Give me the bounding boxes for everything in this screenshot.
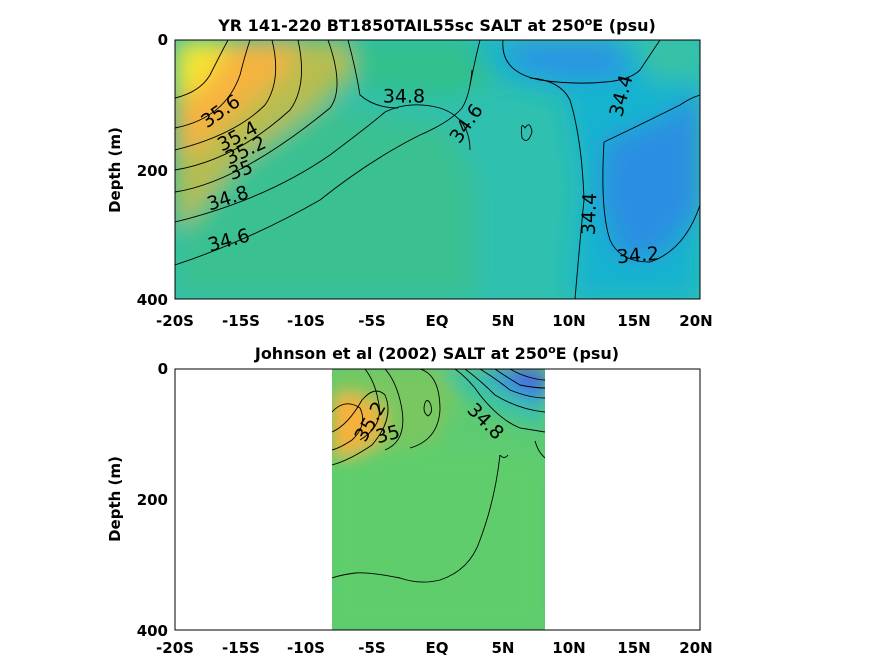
y-tick-labels: 0 200 400 xyxy=(137,31,168,309)
chart-title: YR 141-220 BT1850TAIL55sc SALT at 250oE … xyxy=(217,15,656,36)
x-tick-label: 5N xyxy=(492,639,515,656)
salinity-field xyxy=(332,369,545,630)
chart-title: Johnson et al (2002) SALT at 250oE (psu) xyxy=(254,343,619,364)
contour-lines xyxy=(175,40,700,299)
x-tick-label: -5S xyxy=(358,312,385,330)
x-tick-label: EQ xyxy=(426,639,449,656)
x-tick-label: -5S xyxy=(358,639,385,656)
salinity-field xyxy=(175,40,700,299)
y-tick-label: 400 xyxy=(137,291,168,309)
x-tick-label: 15N xyxy=(617,312,650,330)
x-tick-label: 15N xyxy=(617,639,650,656)
contour-label: 34.2 xyxy=(616,243,660,269)
y-axis-label: Depth (m) xyxy=(106,127,124,213)
x-tick-label: -20S xyxy=(156,639,194,656)
y-tick-label: 400 xyxy=(137,622,168,640)
x-tick-label: -20S xyxy=(156,312,194,330)
x-tick-label: 20N xyxy=(679,639,712,656)
contour-lines xyxy=(332,369,545,583)
y-tick-labels: 0 200 400 xyxy=(137,360,168,640)
y-tick-label: 200 xyxy=(137,491,168,509)
x-tick-label: 10N xyxy=(552,312,585,330)
y-tick-label: 200 xyxy=(137,162,168,180)
contour-label: 34.8 xyxy=(383,86,425,108)
x-tick-label: -15S xyxy=(222,639,260,656)
y-tick-label: 0 xyxy=(158,31,168,49)
x-tick-label: -15S xyxy=(222,312,260,330)
x-tick-label: EQ xyxy=(426,312,449,330)
plot-frame xyxy=(174,368,701,631)
x-tick-label: 20N xyxy=(679,312,712,330)
x-tick-label: 10N xyxy=(552,639,585,656)
x-tick-labels: -20S -15S -10S -5S EQ 5N 10N 15N 20N xyxy=(156,639,713,656)
x-tick-label: -10S xyxy=(287,312,325,330)
plot-frame xyxy=(174,39,701,300)
chart-bottom: Johnson et al (2002) SALT at 250oE (psu) xyxy=(106,343,713,656)
x-tick-label: -10S xyxy=(287,639,325,656)
chart-top: YR 141-220 BT1850TAIL55sc SALT at 250oE … xyxy=(106,15,713,331)
contour-label: 34.4 xyxy=(578,192,601,235)
x-tick-labels: -20S -15S -10S -5S EQ 5N 10N 15N 20N xyxy=(156,312,713,330)
y-axis-label: Depth (m) xyxy=(106,456,124,542)
y-tick-label: 0 xyxy=(158,360,168,378)
x-tick-label: 5N xyxy=(492,312,515,330)
